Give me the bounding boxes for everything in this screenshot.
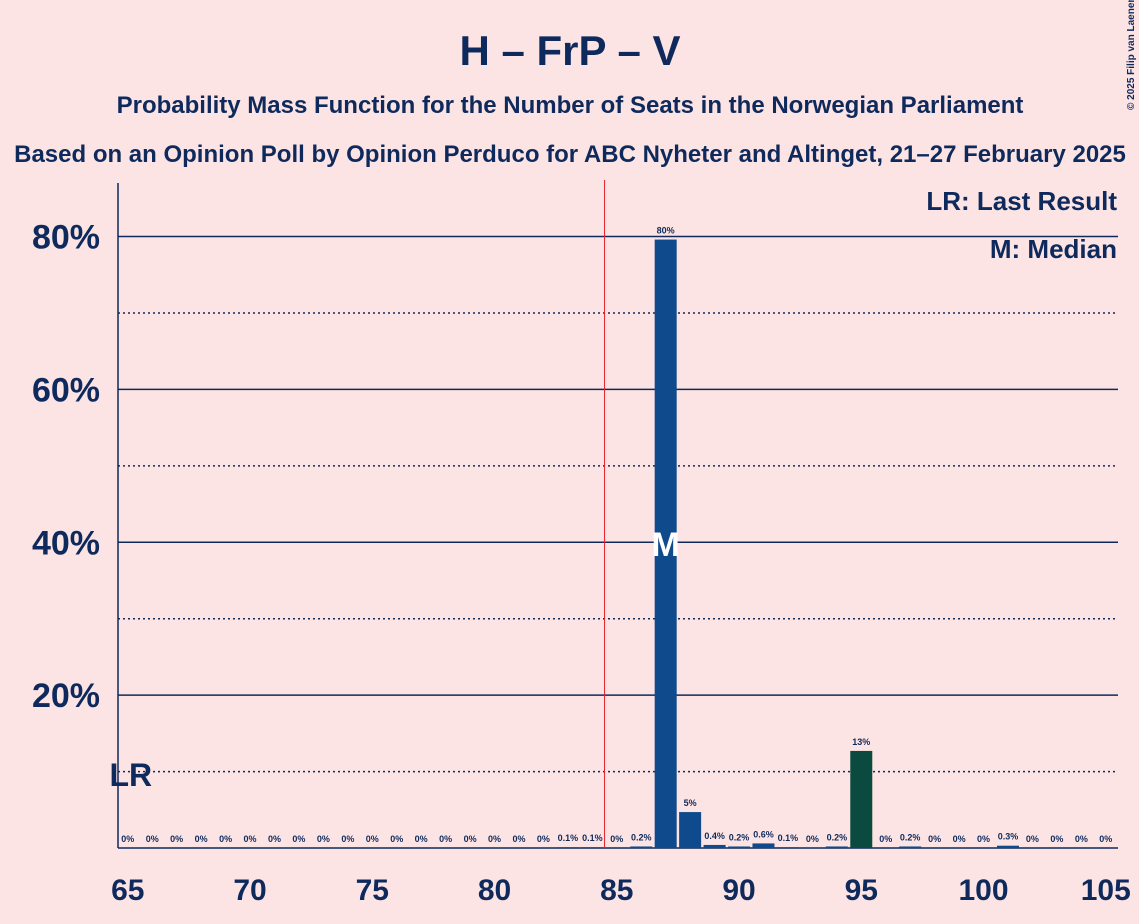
x-tick-label: 95 [845, 874, 878, 907]
data-label: 0% [1075, 834, 1088, 844]
data-label: 0.4% [704, 831, 725, 841]
x-tick-label: 90 [722, 874, 755, 907]
bar [556, 847, 579, 848]
x-tick-label: 80 [478, 874, 511, 907]
data-label: 0% [415, 834, 428, 844]
data-label: 0% [1026, 834, 1039, 844]
data-label: 0% [341, 834, 354, 844]
x-tick-label: 85 [600, 874, 633, 907]
data-label: 0% [146, 834, 159, 844]
y-tick-label: 40% [32, 524, 100, 562]
median-marker: M [652, 526, 680, 564]
data-label: 0% [292, 834, 305, 844]
data-label: 0.2% [729, 832, 750, 842]
data-label: 0% [195, 834, 208, 844]
data-label: 0% [317, 834, 330, 844]
data-label: 0% [1099, 834, 1112, 844]
data-label: 0.6% [753, 829, 774, 839]
data-label: 0% [806, 834, 819, 844]
data-label: 0% [537, 834, 550, 844]
data-label: 0% [439, 834, 452, 844]
bar [581, 847, 604, 848]
bar [728, 846, 751, 848]
data-label: 0.2% [900, 832, 921, 842]
data-label: 0.1% [582, 833, 603, 843]
data-label: 80% [657, 226, 675, 236]
bar [850, 750, 873, 848]
data-label: 0% [488, 834, 501, 844]
data-label: 0% [512, 834, 525, 844]
bar [776, 847, 799, 848]
chart-subtitle: Based on an Opinion Poll by Opinion Perd… [14, 141, 1126, 168]
bar [752, 843, 775, 848]
bar [679, 812, 702, 848]
data-label: 0% [928, 834, 941, 844]
data-label: 0% [953, 834, 966, 844]
x-tick-label: 100 [958, 874, 1008, 907]
data-label: 0% [170, 834, 183, 844]
data-label: 0% [366, 834, 379, 844]
bar [899, 846, 922, 848]
chart-subtitle: Probability Mass Function for the Number… [117, 92, 1024, 119]
legend-entry: LR: Last Result [926, 186, 1117, 216]
data-label: 0% [1050, 834, 1063, 844]
copyright: © 2025 Filip van Laenen [1126, 0, 1137, 110]
y-tick-label: 80% [32, 219, 100, 257]
data-label: 0% [977, 834, 990, 844]
data-label: 0.3% [998, 832, 1019, 842]
data-label: 0% [464, 834, 477, 844]
data-label: 5% [684, 798, 697, 808]
data-label: 0% [244, 834, 257, 844]
x-tick-label: 70 [233, 874, 266, 907]
data-label: 0.2% [631, 832, 652, 842]
data-label: 0.1% [778, 833, 799, 843]
data-label: 0% [879, 834, 892, 844]
data-label: 0% [121, 834, 134, 844]
last-result-marker: LR [109, 757, 152, 793]
data-label: 0% [219, 834, 232, 844]
data-label: 0% [390, 834, 403, 844]
data-label: 0.1% [558, 833, 579, 843]
data-label: 0% [268, 834, 281, 844]
chart-title: H – FrP – V [460, 27, 681, 74]
x-tick-label: 105 [1081, 874, 1131, 907]
bar [654, 239, 677, 848]
bar [703, 844, 726, 848]
bar [630, 846, 653, 848]
legend-entry: M: Median [990, 234, 1117, 264]
y-tick-label: 20% [32, 677, 100, 715]
data-label: 0% [610, 834, 623, 844]
y-tick-label: 60% [32, 371, 100, 409]
bar [996, 845, 1019, 848]
bar [825, 846, 848, 848]
x-tick-label: 75 [356, 874, 389, 907]
data-label: 13% [852, 737, 870, 747]
x-tick-label: 65 [111, 874, 144, 907]
data-label: 0.2% [827, 832, 848, 842]
